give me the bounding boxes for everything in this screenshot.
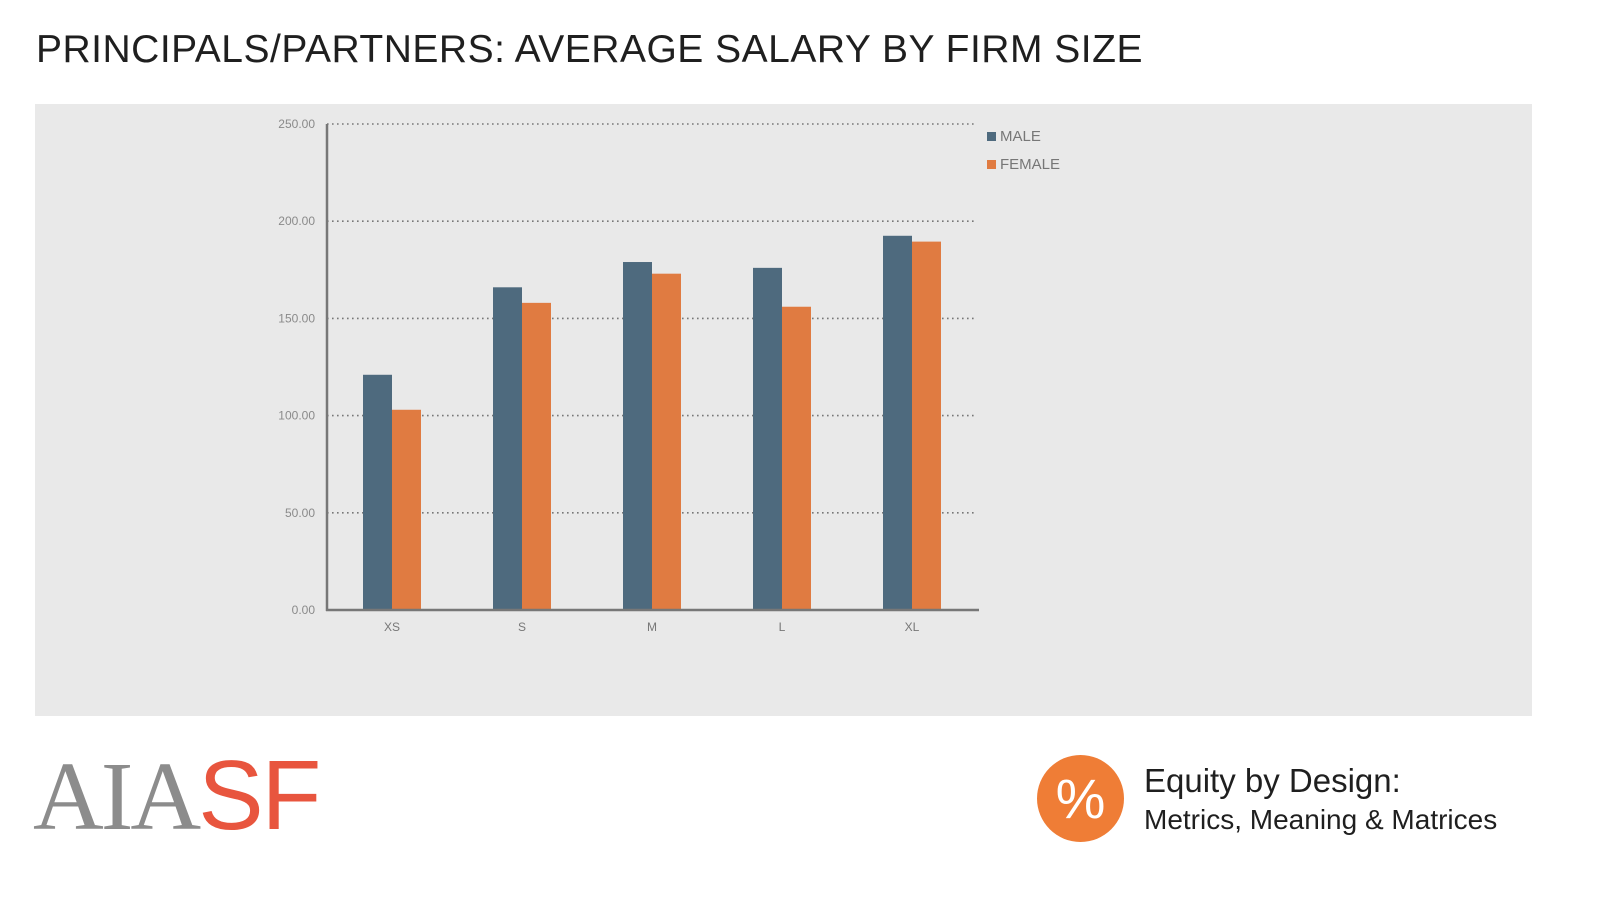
x-tick-label: S — [518, 620, 526, 634]
legend-label: MALE — [1000, 127, 1041, 145]
y-tick-label: 50.00 — [285, 506, 315, 520]
logo-aia-text: AIA — [33, 743, 201, 851]
chart-legend: MALE FEMALE — [987, 122, 1060, 178]
y-tick-label: 150.00 — [278, 311, 315, 325]
aiasf-logo: AIASF — [33, 746, 321, 846]
legend-item: MALE — [987, 122, 1060, 150]
branding-title: Equity by Design: — [1144, 762, 1401, 799]
bar-female-l — [782, 306, 811, 610]
legend-label: FEMALE — [1000, 155, 1061, 173]
percent-badge-icon: % — [1037, 755, 1124, 842]
bar-male-xl — [883, 235, 912, 610]
bar-chart: 0.00 50.00 100.00 150.00 200.00 250.00 XS S M L XL — [278, 117, 979, 634]
bar-male-l — [753, 267, 782, 610]
slide-title: PRINCIPALS/PARTNERS: AVERAGE SALARY BY F… — [36, 28, 1143, 71]
x-tick-label: M — [647, 620, 657, 634]
chart-panel: 0.00 50.00 100.00 150.00 200.00 250.00 XS S M L XL… — [35, 104, 1532, 716]
bar-male-xs — [363, 374, 392, 610]
y-tick-label: 200.00 — [278, 214, 315, 228]
bar-female-xl — [912, 241, 941, 610]
bar-female-s — [522, 302, 551, 610]
y-tick-label: 250.00 — [278, 117, 315, 131]
x-tick-label: L — [779, 620, 786, 634]
bar-female-xs — [392, 409, 421, 610]
logo-sf-text: SF — [198, 740, 321, 850]
y-tick-label: 0.00 — [292, 603, 316, 617]
y-tick-label: 100.00 — [278, 409, 315, 423]
legend-swatch — [987, 159, 996, 169]
legend-swatch — [987, 131, 996, 141]
x-tick-label: XS — [384, 620, 400, 634]
branding-subtitle: Metrics, Meaning & Matrices — [1144, 804, 1498, 835]
x-tick-label: XL — [905, 620, 920, 634]
bar-male-m — [623, 262, 652, 610]
bar-male-s — [493, 287, 522, 610]
legend-item: FEMALE — [987, 150, 1060, 178]
bar-female-m — [652, 273, 681, 610]
